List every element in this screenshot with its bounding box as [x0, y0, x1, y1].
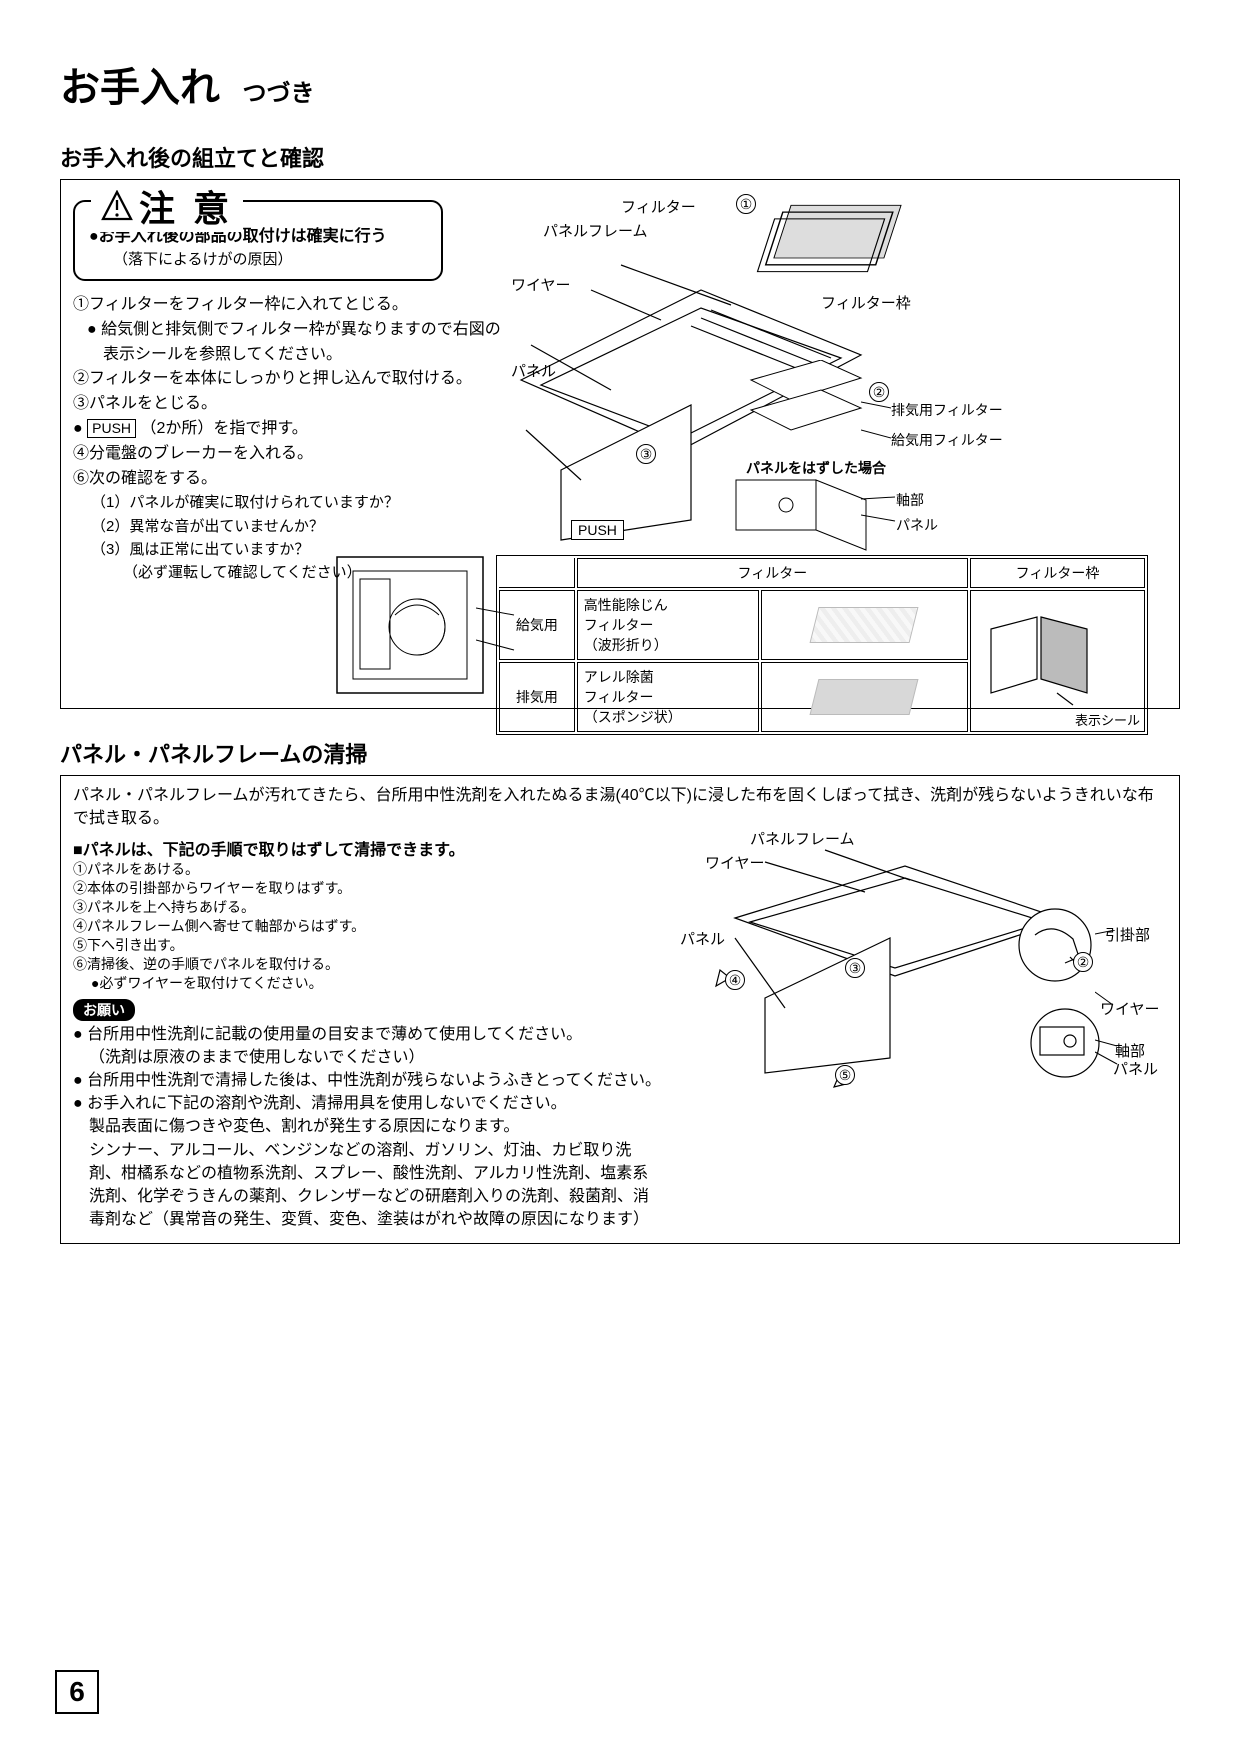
caution-line2: （落下によるけがの原因） [113, 248, 427, 269]
th-frame: フィルター枠 [970, 558, 1145, 588]
leader-lines-3 [861, 485, 901, 530]
rstep-5: ⑤下へ引き出す。 [73, 936, 663, 955]
rstep-4: ④パネルフレーム側へ寄せて軸部からはずす。 [73, 917, 663, 936]
caution-title: 注 意 [91, 180, 243, 232]
seal-label: 表示シール [1075, 710, 1140, 729]
leader-lines-2 [861, 390, 896, 450]
rstep-1: ①パネルをあける。 [73, 860, 663, 879]
step-1-note: ● 給気側と排気側でフィルター枠が異なりますので右図の表示シールを参照してくださ… [87, 318, 503, 368]
td-exhaust-text: アレル除菌 フィルター （スポンジ状） [577, 662, 759, 732]
section1-box: 注 意 ●お手入れ後の部品の取付けは確実に行う （落下によるけがの原因） ①フィ… [60, 179, 1180, 709]
onegai-bullets: ● 台所用中性洗剤に記載の使用量の目安まで薄めて使用してください。 （洗剤は原液… [73, 1023, 663, 1232]
td-exhaust-label: 排気用 [499, 662, 575, 732]
circled-3-diag: ③ [636, 444, 656, 464]
label-supply-filter: 給気用フィルター [891, 430, 1003, 450]
label-panel-2: パネル [896, 515, 938, 535]
onegai-badge: お願い [73, 999, 135, 1021]
caution-icon [101, 190, 133, 222]
rstep-6b: ●必ずワイヤーを取付けてください。 [91, 974, 663, 993]
panel-remove-steps: ①パネルをあける。 ②本体の引掛部からワイヤーを取りはずす。 ③パネルを上へ持ち… [73, 860, 663, 992]
label2-panel-frame: パネルフレーム [750, 828, 855, 849]
panel-removed-icon [731, 475, 881, 555]
bullet-1b: （洗剤は原液のままで使用しないでください） [89, 1046, 663, 1069]
rstep-6: ⑥清掃後、逆の手順でパネルを取付ける。 [73, 955, 663, 974]
label-filter: フィルター [621, 196, 696, 217]
bullet-2: ● 台所用中性洗剤で清掃した後は、中性洗剤が残らないようふきとってください。 [73, 1069, 663, 1092]
bullet-3a: 製品表面に傷つきや変色、割れが発生する原因になります。 [89, 1115, 663, 1138]
push-label-box: PUSH [571, 520, 624, 540]
push-inline-label: PUSH [87, 419, 136, 438]
label-exhaust-filter: 排気用フィルター [891, 400, 1003, 420]
step-1: ①フィルターをフィルター枠に入れてとじる。 [73, 293, 503, 318]
section2-subhead: ■パネルは、下記の手順で取りはずして清掃できます。 [73, 836, 663, 860]
step-3: ③パネルをとじる。 [73, 392, 503, 417]
supply-filter-img [810, 607, 919, 643]
section2-title: パネル・パネルフレームの清掃 [60, 737, 1180, 769]
caution-box: 注 意 ●お手入れ後の部品の取付けは確実に行う （落下によるけがの原因） [73, 200, 443, 281]
step-2: ②フィルターを本体にしっかりと押し込んで取付ける。 [73, 367, 503, 392]
circled-1: ① [736, 194, 756, 214]
label-panel-frame: パネルフレーム [543, 220, 648, 241]
main-title-continued: つづき [242, 80, 314, 107]
step-6-1: （1）パネルが確実に取付けられていますか？ [91, 491, 503, 514]
step-4: ④分電盤のブレーカーを入れる。 [73, 442, 503, 467]
bullet-1: ● 台所用中性洗剤に記載の使用量の目安まで薄めて使用してください。 [73, 1023, 663, 1046]
side-filter-icon [741, 360, 871, 470]
main-title: お手入れ [60, 66, 220, 110]
rstep-3: ③パネルを上へ持ちあげる。 [73, 898, 663, 917]
filter-frame-img [977, 611, 1097, 709]
step-3-note: ● PUSH （2か所）を指で押す。 [73, 417, 503, 442]
section2-box: パネル・パネルフレームが汚れてきたら、台所用中性洗剤を入れたぬるま湯(40℃以下… [60, 775, 1180, 1244]
page-header: お手入れ つづき [60, 55, 1180, 113]
td-supply-label: 給気用 [499, 590, 575, 660]
section2-intro: パネル・パネルフレームが汚れてきたら、台所用中性洗剤を入れたぬるま湯(40℃以下… [73, 784, 1167, 830]
caution-word: 注 意 [139, 180, 233, 232]
bullet-3b: シンナー、アルコール、ベンジンなどの溶剤、ガソリン、灯油、カビ取り洗剤、柑橘系な… [89, 1139, 663, 1232]
diagram-area-2: パネルフレーム ワイヤー パネル 引掛部 ワイヤー 軸部 パネル [675, 830, 1167, 1231]
rstep-2: ②本体の引掛部からワイヤーを取りはずす。 [73, 879, 663, 898]
section1-title: お手入れ後の組立てと確認 [60, 141, 1180, 173]
exhaust-filter-img [810, 679, 919, 715]
step-3b-tail: （2か所）を指で押す。 [140, 420, 307, 437]
bullet-3: ● お手入れに下記の溶剤や洗剤、清掃用具を使用しないでください。 [73, 1092, 663, 1115]
step-3b-bullet: ● [73, 420, 83, 437]
td-supply-text: 高性能除じん フィルター （波形折り） [577, 590, 759, 660]
leader-lines-sec2 [1095, 930, 1125, 1070]
assembly-steps: ①フィルターをフィルター枠に入れてとじる。 ● 給気側と排気側でフィルター枠が異… [73, 293, 503, 584]
page-number: 6 [55, 1670, 99, 1714]
step-6: ⑥次の確認をする。 [73, 467, 503, 492]
th-filter: フィルター [577, 558, 968, 588]
filter-table: フィルター フィルター枠 給気用 高性能除じん フィルター （波形折り） 表示シ… [496, 555, 1148, 735]
fan-unit-icon [335, 555, 485, 695]
step-6-2: （2）異常な音が出ていませんか？ [91, 515, 503, 538]
